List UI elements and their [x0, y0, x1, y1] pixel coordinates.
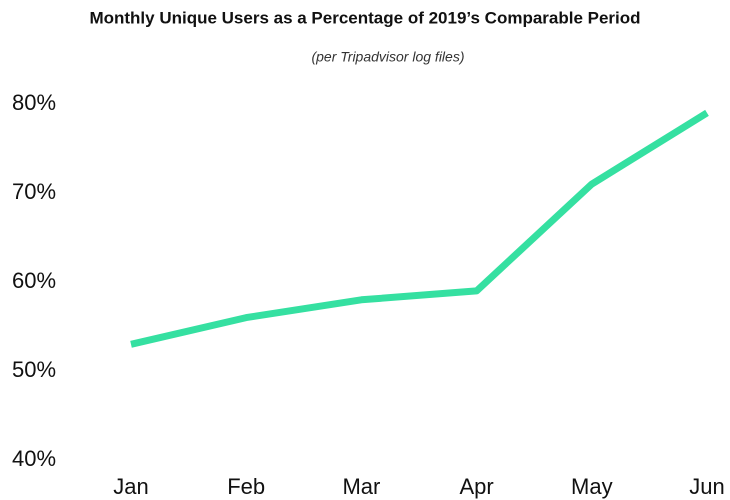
y-tick-label: 70% — [12, 179, 56, 204]
x-tick-label: Apr — [459, 474, 493, 499]
y-tick-label: 80% — [12, 90, 56, 115]
line — [130, 109, 709, 348]
x-tick-label: Jan — [113, 474, 148, 499]
y-tick-label: 40% — [12, 446, 56, 471]
y-tick-label: 60% — [12, 268, 56, 293]
chart-title: Monthly Unique Users as a Percentage of … — [89, 8, 640, 27]
x-tick-label: Jun — [689, 474, 724, 499]
x-tick-label: Mar — [342, 474, 380, 499]
x-tick-label: Feb — [227, 474, 265, 499]
chart-subtitle: (per Tripadvisor log files) — [311, 49, 464, 65]
x-tick-label: May — [571, 474, 613, 499]
y-tick-label: 50% — [12, 357, 56, 382]
